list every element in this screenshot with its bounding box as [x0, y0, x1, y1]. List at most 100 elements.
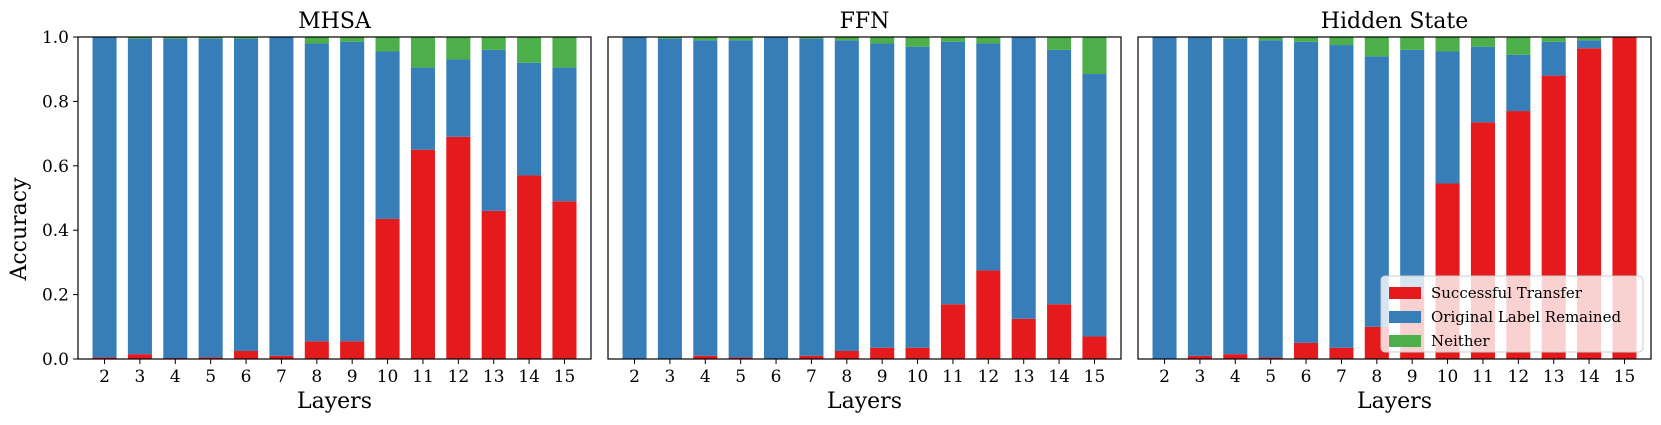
x-tick-label: 11	[412, 367, 434, 387]
bar-segment-transfer-layer-13	[1011, 318, 1036, 359]
bar-segment-transfer-layer-14	[517, 175, 542, 359]
bar-segment-neither-layer-4	[163, 37, 188, 39]
x-tick-label: 15	[554, 367, 576, 387]
bar-segment-original-layer-12	[446, 59, 471, 137]
bar-segment-transfer-layer-8	[304, 341, 329, 359]
bar-segment-original-layer-3	[1187, 37, 1212, 356]
bar-segment-transfer-layer-6	[1294, 342, 1319, 359]
bar-segment-original-layer-13	[481, 49, 506, 211]
bar-segment-neither-layer-10	[1435, 37, 1460, 52]
bar-segment-original-layer-12	[976, 43, 1001, 271]
y-tick-label: 0.8	[42, 92, 69, 112]
bar-segment-original-layer-6	[764, 37, 789, 359]
y-axis-label: Accuracy	[7, 177, 32, 282]
bar-segment-transfer-layer-5	[728, 357, 753, 359]
panel-title: Hidden State	[1321, 9, 1468, 34]
x-tick-label: 7	[806, 367, 817, 387]
bar-segment-neither-layer-11	[940, 37, 965, 42]
bar-segment-transfer-layer-10	[905, 347, 930, 359]
bar-segment-original-layer-9	[1400, 49, 1425, 295]
bar-segment-original-layer-4	[163, 38, 188, 359]
bar-segment-neither-layer-4	[693, 37, 718, 41]
x-tick-label: 12	[448, 367, 470, 387]
bar-segment-original-layer-5	[728, 40, 753, 358]
bar-segment-original-layer-5	[1258, 40, 1283, 358]
bar-segment-original-layer-15	[1082, 74, 1107, 337]
bar-segment-transfer-layer-10	[375, 218, 400, 359]
legend-swatch	[1389, 335, 1421, 347]
y-tick-label: 0.2	[42, 286, 69, 306]
x-tick-label: 8	[311, 367, 322, 387]
bar-segment-neither-layer-13	[1541, 37, 1566, 42]
bar-segment-transfer-layer-7	[269, 355, 294, 359]
bar-segment-original-layer-14	[1047, 49, 1072, 305]
y-tick-label: 0.0	[42, 350, 69, 370]
bar-segment-transfer-layer-7	[1329, 347, 1354, 359]
x-tick-label: 12	[1508, 367, 1530, 387]
legend-box	[1380, 275, 1644, 353]
bar-segment-original-layer-3	[657, 38, 682, 360]
bar-segment-original-layer-7	[799, 38, 824, 356]
bar-segment-neither-layer-10	[905, 37, 930, 47]
bar-segment-transfer-layer-14	[1047, 304, 1072, 359]
bar-segment-original-layer-10	[1435, 51, 1460, 184]
bar-segment-neither-layer-14	[1577, 37, 1602, 41]
x-tick-label: 10	[1437, 367, 1459, 387]
x-tick-label: 6	[1301, 367, 1312, 387]
bar-segment-neither-layer-11	[410, 37, 435, 68]
bar-segment-transfer-layer-6	[234, 350, 259, 359]
x-tick-label: 13	[1543, 367, 1565, 387]
bar-segment-neither-layer-6	[234, 37, 259, 39]
legend: Successful Transfer Original Label Remain…	[1380, 275, 1644, 353]
x-tick-label: 9	[347, 367, 358, 387]
bar-segment-neither-layer-11	[1470, 37, 1495, 47]
bar-segment-neither-layer-12	[1506, 37, 1531, 55]
bar-segment-neither-layer-5	[1258, 37, 1283, 41]
x-tick-label: 6	[241, 367, 252, 387]
x-tick-label: 9	[1407, 367, 1418, 387]
bar-segment-transfer-layer-7	[799, 355, 824, 359]
bar-segment-neither-layer-7	[799, 37, 824, 39]
panel-2: 2 3 4 5 6 7 8 9 10 11 12 13 14 15 FFN Layers	[607, 9, 1122, 414]
bar-segment-original-layer-13	[1541, 41, 1566, 76]
bar-segment-transfer-layer-5	[1258, 357, 1283, 359]
y-tick-label: 1.0	[42, 28, 69, 48]
bar-segment-neither-layer-7	[1329, 37, 1354, 46]
bar-segment-original-layer-8	[834, 40, 859, 351]
bar-segment-transfer-layer-15	[1082, 336, 1107, 359]
y-tick-label: 0.4	[42, 221, 69, 241]
bar-segment-original-layer-6	[1294, 41, 1319, 343]
bar-segment-original-layer-14	[517, 62, 542, 176]
bar-segment-original-layer-2	[92, 37, 117, 358]
bar-segment-transfer-layer-12	[976, 270, 1001, 359]
bar-segment-transfer-layer-9	[340, 341, 365, 359]
bar-segment-original-layer-9	[870, 43, 895, 348]
x-axis-label: Layers	[827, 389, 902, 414]
x-tick-label: 13	[1013, 367, 1035, 387]
bar-segment-original-layer-15	[552, 67, 577, 202]
bar-segment-original-layer-9	[340, 41, 365, 342]
bar-segment-transfer-layer-15	[552, 201, 577, 359]
x-tick-label: 4	[1230, 367, 1241, 387]
bar-segment-neither-layer-12	[976, 37, 1001, 44]
bar-segment-original-layer-8	[304, 43, 329, 342]
bar-segment-original-layer-2	[622, 37, 647, 359]
bar-segment-neither-layer-8	[304, 37, 329, 44]
y-tick-label: 0.6	[42, 157, 69, 177]
bar-segment-neither-layer-14	[517, 37, 542, 63]
x-tick-label: 11	[942, 367, 964, 387]
x-tick-label: 2	[99, 367, 110, 387]
bar-segment-neither-layer-8	[1364, 37, 1389, 57]
bar-segment-neither-layer-3	[657, 37, 682, 39]
x-tick-label: 10	[907, 367, 929, 387]
x-tick-label: 3	[1194, 367, 1205, 387]
legend-label: Successful Transfer	[1431, 284, 1583, 302]
x-tick-label: 5	[735, 367, 746, 387]
panel-frame	[1137, 36, 1652, 360]
bar-segment-neither-layer-6	[1294, 37, 1319, 42]
bar-segment-neither-layer-12	[446, 37, 471, 60]
bar-segment-neither-layer-10	[375, 37, 400, 52]
x-tick-label: 3	[664, 367, 675, 387]
x-tick-label: 4	[170, 367, 181, 387]
